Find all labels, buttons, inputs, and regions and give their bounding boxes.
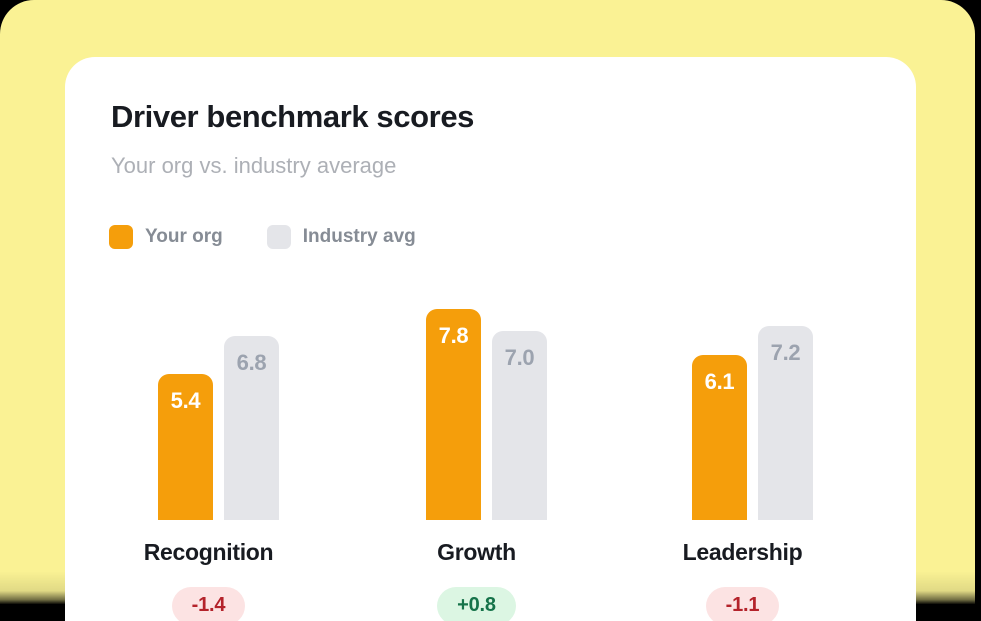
bar-industry-avg-growth[interactable]: 7.0 (492, 331, 547, 520)
bar-group-recognition: 5.4 6.8 Recognition -1.4 (91, 57, 326, 621)
bar-value-industry-avg-growth: 7.0 (504, 345, 535, 370)
category-label-leadership: Leadership (682, 539, 803, 565)
bar-value-your-org-growth: 7.8 (438, 323, 469, 348)
legend-item-industry-avg[interactable]: Industry avg (266, 225, 416, 249)
status-badge-recognition: -1.4 (171, 587, 246, 621)
legend-label-industry-avg: Industry avg (302, 226, 416, 247)
delta-wrap-growth: +0.8 (359, 587, 594, 621)
bar-your-org-leadership[interactable]: 6.1 (692, 355, 747, 520)
bar-group-bars: 6.1 7.2 (625, 57, 860, 520)
bar-industry-avg-leadership[interactable]: 7.2 (758, 326, 813, 520)
legend-label-your-org: Your org (145, 226, 223, 247)
bar-group-bars: 5.4 6.8 (91, 57, 326, 520)
card-inner: Driver benchmark scores Your org vs. ind… (65, 57, 916, 621)
bar-group-growth: 7.8 7.0 Growth +0.8 (359, 57, 594, 621)
bar-group-leadership: 6.1 7.2 Leadership -1.1 (625, 57, 860, 621)
bar-value-your-org-leadership: 6.1 (704, 369, 735, 394)
page-title: Driver benchmark scores (111, 99, 474, 134)
legend-swatch-icon-industry-avg (266, 225, 291, 249)
category-label-recognition: Recognition (143, 539, 274, 565)
legend-item-your-org[interactable]: Your org (109, 225, 223, 249)
bar-value-industry-avg-recognition: 6.8 (236, 350, 267, 375)
bar-chart-plot-area: 5.4 6.8 Recognition -1.4 7 (65, 57, 916, 621)
delta-wrap-recognition: -1.4 (91, 587, 326, 621)
page-subtitle: Your org vs. industry average (111, 153, 397, 178)
status-badge-growth: +0.8 (437, 587, 516, 621)
bar-your-org-growth[interactable]: 7.8 (426, 309, 481, 520)
bar-your-org-recognition[interactable]: 5.4 (158, 374, 213, 520)
delta-wrap-leadership: -1.1 (625, 587, 860, 621)
bar-group-bars: 7.8 7.0 (359, 57, 594, 520)
status-badge-leadership: -1.1 (705, 587, 780, 621)
bar-value-your-org-recognition: 5.4 (170, 388, 201, 413)
legend-swatch-icon-your-org (109, 225, 133, 249)
chart-legend: Your org Industry avg (109, 225, 416, 249)
category-label-growth: Growth (437, 539, 516, 565)
benchmark-card: Driver benchmark scores Your org vs. ind… (65, 57, 916, 621)
bar-industry-avg-recognition[interactable]: 6.8 (224, 336, 279, 520)
bar-value-industry-avg-leadership: 7.2 (770, 340, 801, 365)
